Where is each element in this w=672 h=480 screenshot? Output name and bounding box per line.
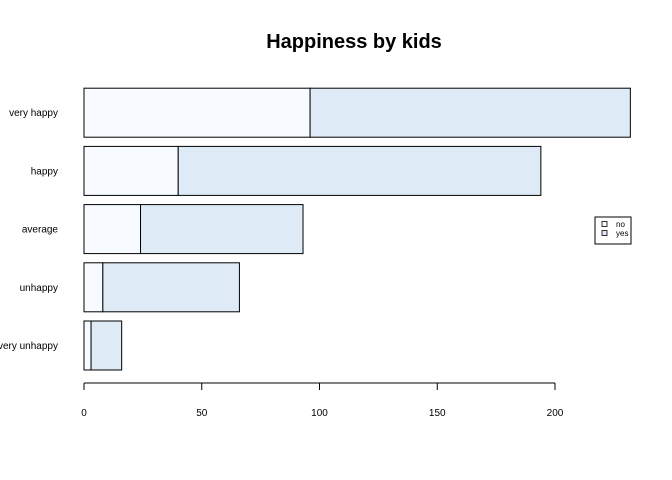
bar-average-yes <box>140 204 304 255</box>
x-tick-label: 200 <box>547 408 564 419</box>
legend-swatch-no <box>601 221 608 227</box>
x-tick-label: 50 <box>196 408 208 419</box>
bar-unhappy-yes <box>102 262 240 313</box>
bars-group <box>83 87 631 371</box>
category-label: average <box>22 225 59 236</box>
x-tick-label: 0 <box>81 408 87 419</box>
legend-label-yes: yes <box>616 229 628 238</box>
chart-title: Happiness by kids <box>266 31 442 53</box>
category-label: very happy <box>9 108 58 119</box>
category-labels: very unhappy unhappy average happy very happ… <box>0 108 58 352</box>
category-label: unhappy <box>20 283 58 294</box>
legend-label-no: no <box>616 220 625 229</box>
bar-average-no <box>83 204 142 255</box>
legend-swatch-yes <box>601 230 608 236</box>
legend-box <box>594 216 632 245</box>
bar-very-unhappy-no <box>83 320 92 371</box>
bar-happy-yes <box>177 145 542 196</box>
x-tick-label: 150 <box>429 408 446 419</box>
bar-very-unhappy-yes <box>90 320 123 371</box>
bar-unhappy-no <box>83 262 104 313</box>
bar-very-happy-yes <box>309 87 631 138</box>
x-tick-label: 100 <box>311 408 328 419</box>
category-label: happy <box>31 166 58 177</box>
bar-happy-no <box>83 145 179 196</box>
category-label: very unhappy <box>0 341 58 352</box>
x-axis: 0 50 100 150 200 <box>81 382 564 419</box>
bar-very-happy-no <box>83 87 311 138</box>
